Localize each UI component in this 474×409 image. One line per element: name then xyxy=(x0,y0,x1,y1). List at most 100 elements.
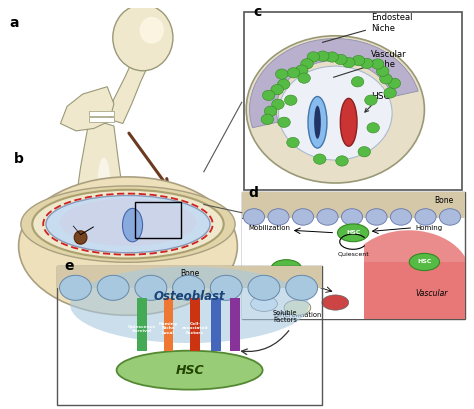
Circle shape xyxy=(251,296,277,311)
Circle shape xyxy=(275,69,288,79)
Polygon shape xyxy=(107,57,149,124)
Circle shape xyxy=(279,66,392,160)
Text: Soluble
Factors: Soluble Factors xyxy=(273,310,297,323)
Text: Homing: Homing xyxy=(416,225,443,231)
Bar xyxy=(164,298,173,351)
Circle shape xyxy=(388,78,401,88)
Text: c: c xyxy=(253,4,261,18)
Ellipse shape xyxy=(248,275,280,300)
Circle shape xyxy=(307,52,319,62)
Circle shape xyxy=(263,90,275,101)
Circle shape xyxy=(317,51,329,61)
Ellipse shape xyxy=(286,275,318,300)
Circle shape xyxy=(376,66,389,76)
Text: Differentiation: Differentiation xyxy=(273,312,321,318)
Circle shape xyxy=(322,295,349,310)
Wedge shape xyxy=(249,38,418,128)
Circle shape xyxy=(278,117,290,128)
Text: Quiescence
Survival: Quiescence Survival xyxy=(128,324,156,333)
Circle shape xyxy=(271,85,283,95)
Text: HSC: HSC xyxy=(279,266,293,271)
Text: Vascular
Niche: Vascular Niche xyxy=(334,50,407,77)
Bar xyxy=(90,117,114,122)
Circle shape xyxy=(352,55,365,66)
Text: HSC: HSC xyxy=(346,230,360,235)
Bar xyxy=(57,266,322,405)
Text: HSC: HSC xyxy=(417,259,432,265)
Circle shape xyxy=(336,156,348,166)
Ellipse shape xyxy=(340,99,357,146)
Circle shape xyxy=(337,224,369,242)
Text: HSC: HSC xyxy=(365,92,390,112)
Text: Mobilization: Mobilization xyxy=(248,225,291,231)
Circle shape xyxy=(335,54,347,65)
Ellipse shape xyxy=(341,209,363,225)
Ellipse shape xyxy=(314,106,321,139)
Ellipse shape xyxy=(32,190,224,258)
Text: a: a xyxy=(9,16,18,29)
Ellipse shape xyxy=(21,186,235,262)
Ellipse shape xyxy=(391,209,411,225)
Ellipse shape xyxy=(70,267,309,343)
Circle shape xyxy=(326,52,338,62)
Circle shape xyxy=(380,74,392,84)
Ellipse shape xyxy=(173,275,204,300)
Circle shape xyxy=(409,253,439,271)
Circle shape xyxy=(261,114,273,124)
Circle shape xyxy=(272,99,284,110)
Bar xyxy=(190,298,200,351)
Text: Bone: Bone xyxy=(180,269,199,278)
Ellipse shape xyxy=(317,209,338,225)
Ellipse shape xyxy=(415,209,436,225)
Circle shape xyxy=(358,146,371,157)
Text: Osteoblast: Osteoblast xyxy=(154,290,226,303)
Circle shape xyxy=(351,76,364,87)
Ellipse shape xyxy=(308,97,327,148)
Circle shape xyxy=(298,73,310,83)
Polygon shape xyxy=(60,87,114,131)
Text: Homing
Niche
Local: Homing Niche Local xyxy=(159,322,178,335)
Circle shape xyxy=(301,58,313,69)
Text: Quiescent: Quiescent xyxy=(337,252,369,257)
Ellipse shape xyxy=(18,177,237,315)
Circle shape xyxy=(284,300,311,315)
Text: HSC: HSC xyxy=(175,364,204,377)
Circle shape xyxy=(277,79,290,90)
Circle shape xyxy=(246,36,424,183)
Text: d: d xyxy=(248,187,258,200)
Ellipse shape xyxy=(97,275,129,300)
Bar xyxy=(242,219,364,319)
Circle shape xyxy=(372,59,384,69)
Bar xyxy=(364,262,465,319)
Ellipse shape xyxy=(60,198,196,246)
Text: e: e xyxy=(65,259,74,273)
Bar xyxy=(230,298,239,351)
Ellipse shape xyxy=(439,209,461,225)
Bar xyxy=(137,298,146,351)
Bar xyxy=(242,192,465,218)
Text: b: b xyxy=(14,152,24,166)
Ellipse shape xyxy=(366,209,387,225)
Circle shape xyxy=(139,17,164,44)
Circle shape xyxy=(264,106,277,116)
Text: Endosteal
Niche: Endosteal Niche xyxy=(322,13,412,43)
Ellipse shape xyxy=(135,275,167,300)
Circle shape xyxy=(271,260,301,277)
Bar xyxy=(90,111,114,116)
Circle shape xyxy=(313,154,326,164)
Ellipse shape xyxy=(292,209,314,225)
Ellipse shape xyxy=(347,230,470,319)
Circle shape xyxy=(343,57,355,68)
Text: Bone: Bone xyxy=(434,196,453,205)
Bar xyxy=(57,266,322,288)
Circle shape xyxy=(113,4,173,71)
Circle shape xyxy=(365,95,377,106)
Circle shape xyxy=(367,123,379,133)
Circle shape xyxy=(287,67,300,78)
Circle shape xyxy=(74,231,87,244)
Ellipse shape xyxy=(244,209,264,225)
Bar xyxy=(135,202,181,238)
Circle shape xyxy=(361,58,373,69)
Circle shape xyxy=(284,95,297,106)
Ellipse shape xyxy=(268,209,289,225)
